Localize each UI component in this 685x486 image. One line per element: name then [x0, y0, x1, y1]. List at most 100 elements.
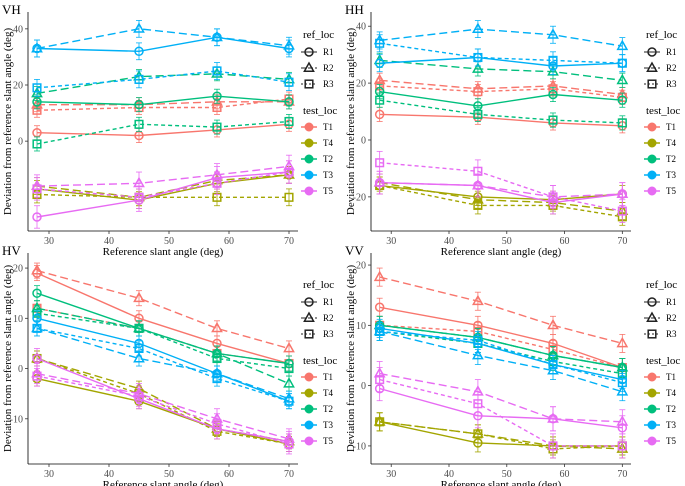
data-point — [133, 351, 145, 363]
series-t5-r3 — [32, 160, 294, 209]
legend-key-dot — [647, 122, 657, 132]
x-tick-label: 30 — [386, 469, 396, 480]
series-t1-r2 — [373, 267, 629, 353]
data-point — [211, 30, 223, 42]
legend-label-ref: R1 — [666, 297, 677, 307]
data-point — [472, 348, 484, 360]
legend-key-circle — [304, 47, 314, 57]
series-line — [379, 113, 623, 127]
series-line — [36, 307, 290, 385]
x-axis-label: Reference slant angle (deg) — [441, 246, 562, 258]
series-line — [379, 324, 623, 369]
x-tick-label: 70 — [284, 236, 294, 247]
legend-label-ref: R3 — [323, 329, 334, 339]
data-point — [32, 212, 42, 222]
legend-key-triangle — [303, 61, 315, 72]
data-point — [616, 39, 629, 51]
series-line — [36, 70, 290, 89]
legend-label-test: T1 — [323, 122, 333, 132]
data-point — [31, 264, 43, 275]
series-line — [36, 95, 290, 106]
data-point — [548, 192, 558, 202]
y-tick-label: 0 — [18, 137, 23, 148]
legend-label-ref: R3 — [323, 79, 334, 89]
data-point — [547, 28, 559, 39]
legend-label-ref: R2 — [666, 63, 677, 73]
series-t5-r3 — [375, 150, 627, 223]
panel-title: VH — [2, 2, 21, 17]
data-point — [212, 353, 222, 364]
series-line — [379, 181, 623, 198]
legend-label-test: T1 — [666, 372, 676, 382]
data-point — [212, 66, 222, 76]
data-point — [212, 178, 222, 188]
x-tick-label: 30 — [386, 236, 396, 247]
y-tick-label: 20 — [13, 264, 23, 275]
data-point — [212, 102, 222, 113]
data-point — [548, 359, 558, 370]
series-line — [379, 378, 623, 447]
data-point — [32, 83, 42, 93]
data-point — [134, 323, 144, 333]
series-line — [379, 306, 623, 369]
legend-label-test: T4 — [323, 138, 333, 148]
legend-label-test: T5 — [666, 436, 676, 446]
x-tick-label: 40 — [444, 236, 454, 247]
data-point — [284, 167, 294, 177]
data-point — [32, 184, 42, 194]
panel-hv: HV 30 40 50 60 70 -10 0 10 20 Reference slant angl… — [2, 243, 337, 486]
x-tick-label: 50 — [502, 469, 512, 480]
data-point — [617, 441, 627, 451]
legend-label-test: T5 — [323, 436, 333, 446]
series-line — [36, 174, 290, 201]
data-point — [283, 377, 295, 388]
legend-label-test: T4 — [666, 138, 676, 148]
series-line — [36, 357, 290, 443]
series-t2-r1 — [32, 88, 294, 113]
legend-key-dot — [304, 420, 314, 430]
legend-title-test: test_loc — [303, 355, 337, 367]
legend-key-square — [647, 79, 657, 89]
legend-key-square — [304, 79, 314, 89]
data-point — [617, 206, 627, 216]
x-tick-label: 30 — [44, 469, 54, 480]
data-point — [31, 41, 43, 53]
panel-vv: VV 30 40 50 60 70 -10 0 10 20 Reference slant angl… — [345, 243, 680, 486]
series-t5-r3 — [375, 367, 627, 459]
data-point — [373, 270, 386, 282]
legend-label-test: T2 — [323, 154, 333, 164]
data-point — [134, 74, 144, 84]
data-point — [472, 62, 484, 73]
y-tick-label: -10 — [353, 441, 366, 452]
legend-key-dot — [647, 420, 657, 430]
data-point — [473, 87, 483, 97]
series-line — [36, 269, 290, 350]
data-point — [472, 294, 484, 306]
series-line — [379, 56, 623, 67]
data-point — [547, 412, 559, 423]
legend-label-ref: R3 — [666, 329, 677, 339]
series-line — [36, 171, 290, 199]
series-line — [379, 99, 623, 124]
y-axis-label: Deviation from reference slant angle (de… — [2, 28, 14, 216]
data-point — [473, 109, 483, 119]
data-point — [32, 323, 42, 333]
series-t3-r3 — [375, 321, 627, 393]
series-line — [36, 272, 290, 365]
data-point — [284, 116, 294, 127]
series-line — [36, 377, 290, 445]
legend-key-dot — [647, 170, 657, 180]
y-tick-label: 20 — [356, 261, 366, 272]
data-point — [616, 415, 629, 426]
series-line — [379, 162, 623, 212]
series-line — [37, 101, 289, 106]
legend-label-ref: R1 — [323, 47, 334, 57]
data-point — [283, 341, 295, 353]
data-point — [373, 176, 386, 187]
y-tick-label: 40 — [356, 22, 366, 33]
legend-key-dot — [304, 138, 314, 148]
legend-key-dot — [304, 436, 314, 446]
